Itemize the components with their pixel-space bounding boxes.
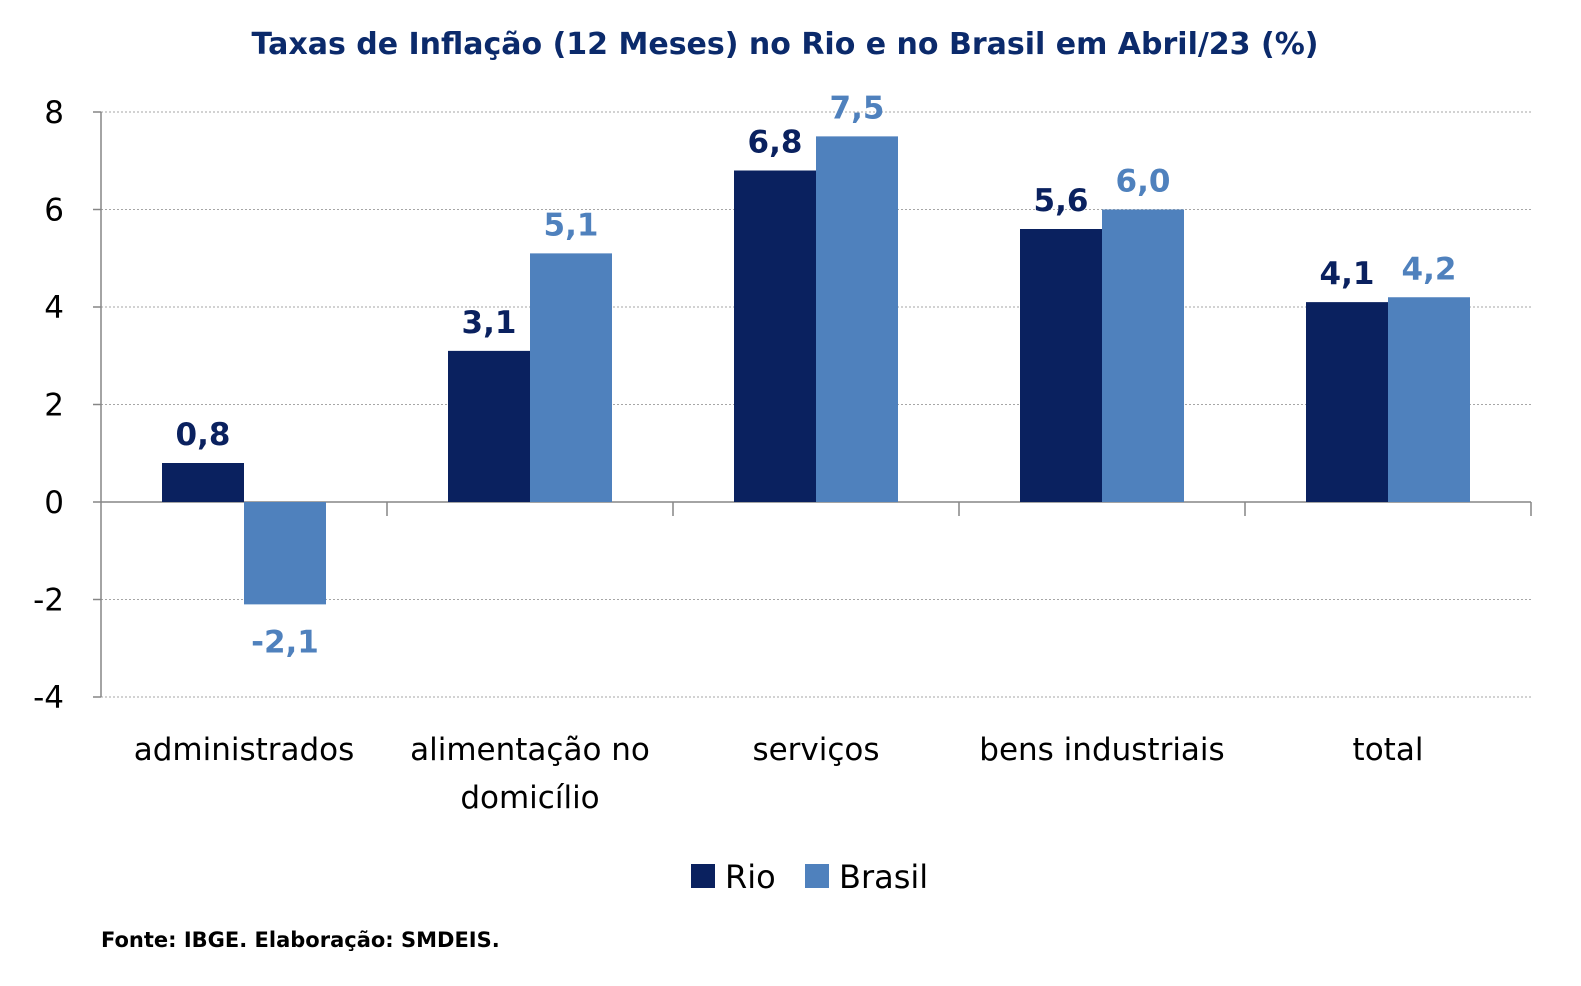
source-note: Fonte: IBGE. Elaboração: SMDEIS.	[101, 928, 500, 952]
chart-title: Taxas de Inflação (12 Meses) no Rio e no…	[252, 27, 1319, 62]
legend-swatch	[805, 864, 829, 888]
y-tick-label: 0	[44, 485, 64, 521]
x-tick-label: total	[1353, 732, 1424, 768]
data-label: 4,1	[1320, 256, 1375, 292]
y-tick-label: 4	[44, 290, 64, 326]
bar-brasil	[1102, 209, 1184, 502]
legend-label: Brasil	[839, 858, 928, 896]
bar-brasil	[244, 502, 326, 605]
bar-brasil	[1388, 297, 1470, 502]
data-label: 5,6	[1034, 183, 1089, 219]
y-tick-label: -4	[33, 680, 64, 716]
data-label: 4,2	[1402, 251, 1457, 287]
legend-label: Rio	[725, 858, 776, 896]
legend-swatch	[691, 864, 715, 888]
data-label: 5,1	[544, 207, 599, 243]
x-tick-label: serviços	[752, 732, 879, 768]
bar-rio	[448, 350, 530, 502]
x-tick-label: domicílio	[460, 780, 599, 816]
data-label: 0,8	[176, 417, 231, 453]
data-label: 6,8	[748, 125, 803, 161]
x-tick-label: alimentação no	[410, 732, 650, 768]
bar-rio	[1306, 302, 1388, 502]
bar-rio	[1020, 229, 1102, 502]
y-tick-label: 8	[44, 95, 64, 131]
y-tick-label: -2	[33, 583, 64, 619]
y-tick-label: 6	[44, 193, 64, 229]
data-label: 6,0	[1116, 164, 1171, 200]
x-tick-label: bens industriais	[979, 732, 1224, 768]
y-tick-label: 2	[44, 388, 64, 424]
bar-rio	[162, 463, 244, 502]
data-label: -2,1	[251, 624, 319, 660]
data-label: 7,5	[830, 90, 885, 126]
bar-brasil	[530, 253, 612, 502]
x-tick-label: administrados	[134, 732, 355, 768]
data-label: 3,1	[462, 305, 517, 341]
bar-brasil	[816, 136, 898, 502]
bar-rio	[734, 170, 816, 502]
